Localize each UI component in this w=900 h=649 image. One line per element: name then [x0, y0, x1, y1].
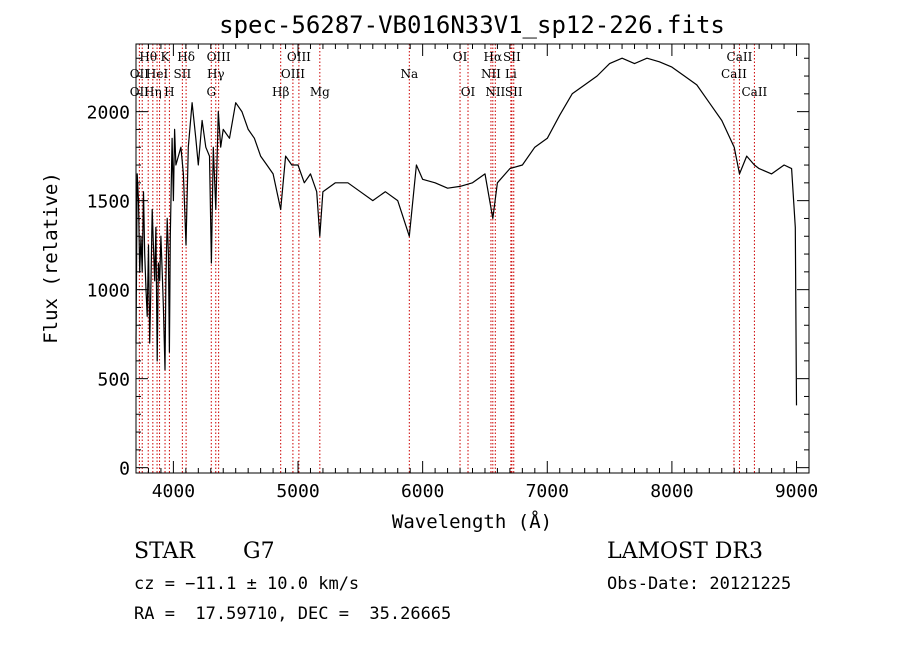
chart-title: spec-56287-VB016N33V1_sp12-226.fits	[219, 11, 725, 39]
line-label: CaII	[721, 67, 747, 81]
x-tick-label: 8000	[650, 481, 693, 502]
line-label: Hη	[144, 85, 162, 99]
line-label: SII	[505, 85, 523, 99]
line-label: OIII	[287, 50, 311, 64]
line-label: G	[206, 85, 216, 99]
object-class: STAR	[134, 539, 195, 564]
x-tick-label: 4000	[152, 481, 195, 502]
line-label: OI	[453, 50, 468, 64]
line-label: Hθ	[139, 50, 157, 64]
y-axis-label: Flux (relative)	[40, 172, 62, 344]
line-label: Hδ	[177, 50, 195, 64]
observation-date: Obs-Date: 20121225	[607, 574, 792, 594]
x-axis-ticks: 4000 5000 6000 7000 8000 9000	[135, 44, 818, 502]
plot-frame	[135, 43, 810, 474]
line-label: CaII	[727, 50, 753, 64]
x-tick-label: 5000	[276, 481, 319, 502]
y-tick-label: 2000	[87, 103, 130, 124]
spectral-line-markers	[138, 44, 755, 473]
line-label: OIII	[281, 67, 305, 81]
spectrum-line	[135, 57, 798, 406]
line-label: H	[164, 85, 174, 99]
line-label: Hβ	[272, 85, 289, 99]
line-label: NII	[481, 67, 501, 81]
line-label: SII	[174, 67, 192, 81]
line-label: HeI	[146, 67, 169, 81]
x-tick-label: 6000	[401, 481, 444, 502]
line-label: OII	[130, 67, 150, 81]
x-tick-label: 9000	[775, 481, 818, 502]
x-axis-label: Wavelength (Å)	[392, 510, 552, 533]
y-tick-label: 0	[119, 459, 130, 480]
line-label: OII	[130, 85, 150, 99]
line-label: Hγ	[207, 67, 225, 81]
coordinates: RA = 17.59710, DEC = 35.26665	[134, 604, 452, 624]
object-subclass: G7	[243, 539, 275, 564]
line-label: K	[161, 50, 171, 64]
y-tick-label: 1500	[87, 192, 130, 213]
line-label: CaII	[741, 85, 767, 99]
y-tick-label: 500	[97, 370, 130, 391]
line-label: Hα	[484, 50, 503, 64]
y-tick-label: 1000	[87, 281, 130, 302]
line-label: Na	[400, 67, 418, 81]
line-label: NII	[485, 85, 505, 99]
line-label: Mg	[310, 85, 330, 99]
line-label: OI	[461, 85, 476, 99]
y-axis-ticks: 0 500 1000 1500 2000	[87, 57, 809, 480]
line-label: OIII	[207, 50, 231, 64]
redshift-info: cz = −11.1 ± 10.0 km/s	[134, 574, 360, 594]
x-tick-label: 7000	[526, 481, 569, 502]
line-label: SII	[503, 50, 521, 64]
line-label: Li	[505, 67, 517, 81]
survey-name: LAMOST DR3	[607, 539, 763, 564]
